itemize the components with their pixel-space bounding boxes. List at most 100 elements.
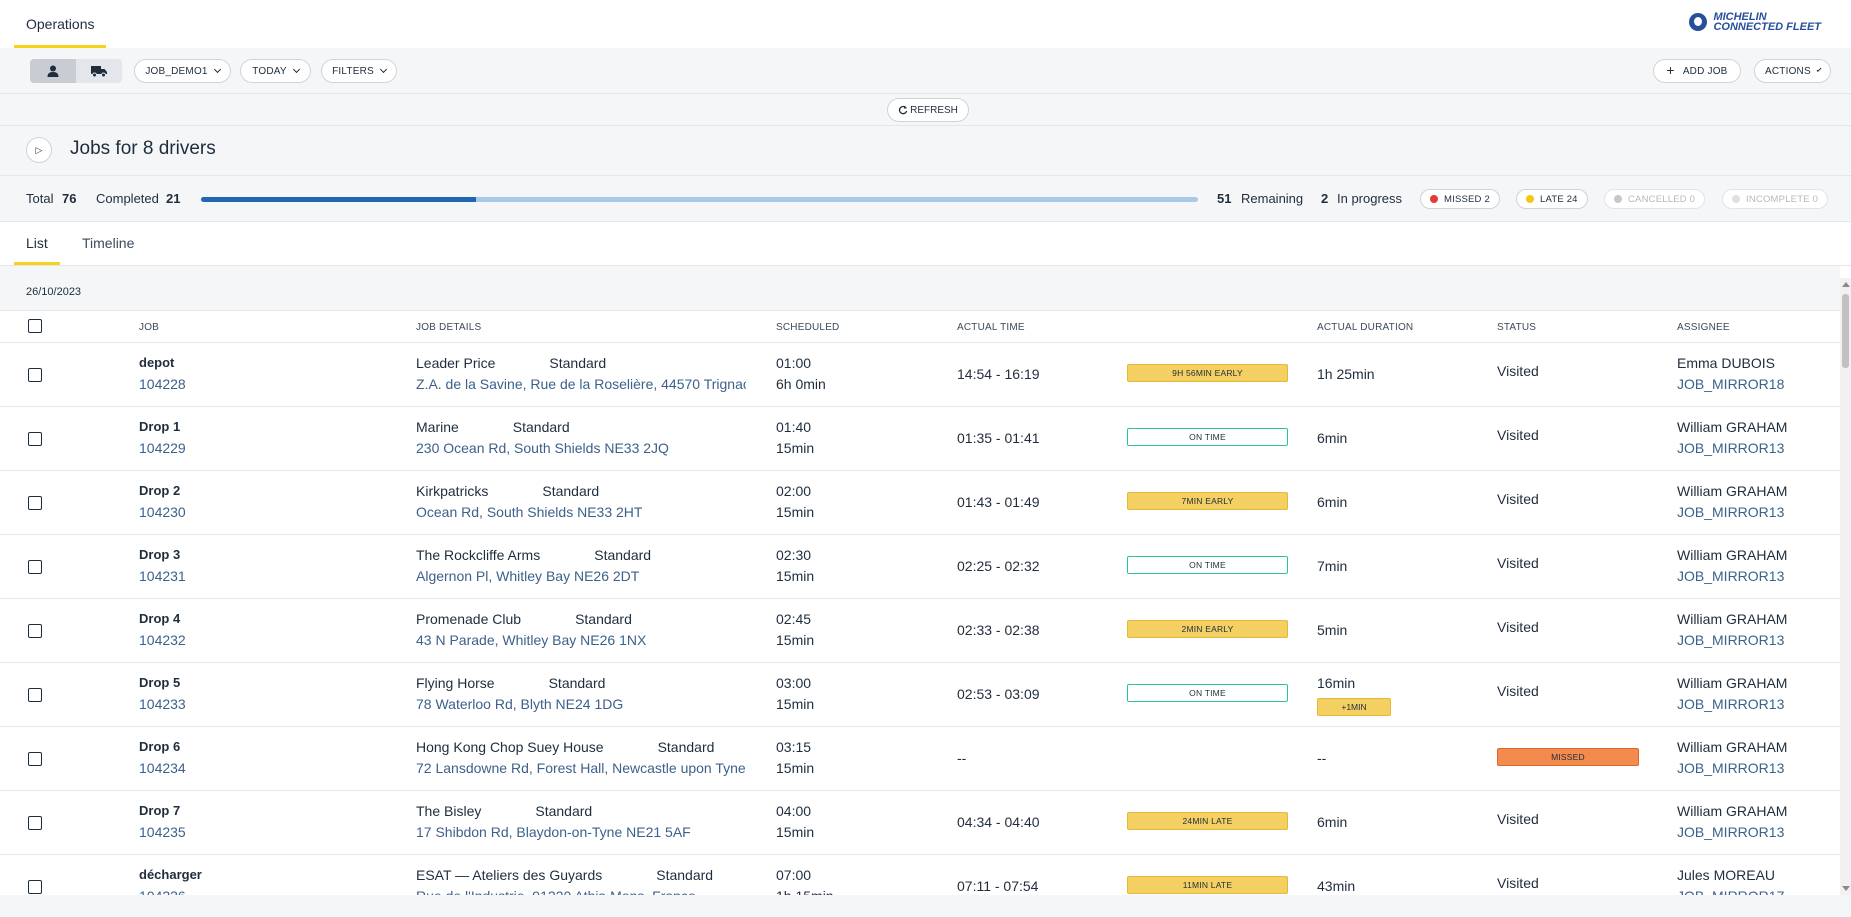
scroll-down-icon[interactable] [1842,886,1850,891]
tab-operations[interactable]: Operations [14,0,107,48]
job-id[interactable]: 104229 [139,440,186,456]
cancelled-chip[interactable]: CANCELLED 0 [1604,189,1706,209]
assignee-vehicle[interactable]: JOB_MIRROR13 [1677,760,1785,776]
scheduled-time: 03:15 [776,739,812,755]
assignee-vehicle[interactable]: JOB_MIRROR18 [1677,376,1785,392]
job-id[interactable]: 104234 [139,760,186,776]
assignee-vehicle[interactable]: JOB_MIRROR13 [1677,824,1785,840]
row-checkbox[interactable] [28,368,42,382]
column-job-details[interactable]: JOB DETAILS [416,322,482,333]
row-checkbox[interactable] [28,496,42,510]
job-id[interactable]: 104230 [139,504,186,520]
row-checkbox[interactable] [28,688,42,702]
assignee-vehicle[interactable]: JOB_MIRROR13 [1677,632,1785,648]
row-checkbox[interactable] [28,432,42,446]
job-name[interactable]: Drop 2 [139,483,181,498]
row-checkbox[interactable] [28,816,42,830]
job-name[interactable]: Drop 4 [139,611,181,626]
job-name[interactable]: Drop 3 [139,547,181,562]
assignee-name[interactable]: William GRAHAM [1677,547,1788,563]
vehicle-view-button[interactable] [76,59,122,83]
table-row[interactable]: Drop 1 104229 Marine Standard 230 Ocean Rd, … [0,407,1840,471]
add-job-button[interactable]: + ADD JOB [1653,59,1741,83]
in-progress-label: In progress [1337,191,1403,206]
job-place: The Bisley Standard [416,803,592,819]
assignee-name[interactable]: William GRAHAM [1677,483,1788,499]
job-name[interactable]: depot [139,355,175,370]
assignee-name[interactable]: William GRAHAM [1677,803,1788,819]
job-name[interactable]: Drop 1 [139,419,181,434]
assignee-vehicle[interactable]: JOB_MIRROR13 [1677,504,1785,520]
table-row[interactable]: Drop 4 104232 Promenade Club Standard 43 N P… [0,599,1840,663]
assignee-name[interactable]: William GRAHAM [1677,739,1788,755]
driver-view-button[interactable] [30,59,76,83]
missed-chip[interactable]: MISSED 2 [1420,189,1500,209]
column-job[interactable]: JOB [139,322,160,333]
assignee-vehicle[interactable]: JOB_MIRROR13 [1677,568,1785,584]
row-checkbox[interactable] [28,880,42,894]
actions-label: ACTIONS [1765,65,1811,77]
table-row[interactable]: décharger 104236 ESAT — Ateliers des Guyar… [0,855,1840,895]
scheduled-time: 04:00 [776,803,812,819]
job-address: 72 Lansdowne Rd, Forest Hall, Newcastle … [416,760,746,776]
tab-list[interactable]: List [26,235,48,251]
table-row[interactable]: Drop 2 104230 Kirkpatricks Standard Ocean Rd… [0,471,1840,535]
table-row[interactable]: Drop 3 104231 The Rockcliffe Arms Standard A… [0,535,1840,599]
filters-dropdown[interactable]: FILTERS [321,59,397,83]
scheduled-duration: 15min [776,504,815,520]
scrollbar-thumb[interactable] [1842,294,1849,368]
scheduled-time: 02:45 [776,611,812,627]
late-chip[interactable]: LATE 24 [1516,189,1588,209]
job-stats-bar: Total 76 Completed 21 51 Remaining 2 In … [0,176,1851,222]
column-scheduled[interactable]: SCHEDULED [776,322,840,333]
refresh-button[interactable]: REFRESH [887,98,969,122]
tab-timeline[interactable]: Timeline [82,235,135,251]
actual-duration: -- [1317,750,1327,766]
job-id[interactable]: 104236 [139,888,186,895]
job-name[interactable]: Drop 7 [139,803,181,818]
actions-dropdown[interactable]: ACTIONS [1754,59,1831,83]
row-checkbox[interactable] [28,560,42,574]
assignee-name[interactable]: William GRAHAM [1677,611,1788,627]
job-id[interactable]: 104233 [139,696,186,712]
chevron-down-icon [379,65,387,74]
table-scrollbar[interactable] [1840,278,1851,895]
status-text: Visited [1497,683,1539,699]
table-row[interactable]: depot 104228 Leader Price Standard Z.A. de l… [0,343,1840,407]
incomplete-chip[interactable]: INCOMPLETE 0 [1722,189,1829,209]
job-id[interactable]: 104235 [139,824,186,840]
column-assignee[interactable]: ASSIGNEE [1677,322,1730,333]
job-name[interactable]: Drop 5 [139,675,181,690]
job-id[interactable]: 104228 [139,376,186,392]
assignee-vehicle[interactable]: JOB_MIRROR13 [1677,440,1785,456]
assignee-name[interactable]: Emma DUBOIS [1677,355,1776,371]
scheduled-time: 02:00 [776,483,812,499]
table-row[interactable]: Drop 6 104234 Hong Kong Chop Suey House Sta… [0,727,1840,791]
person-icon [47,65,59,77]
column-status[interactable]: STATUS [1497,322,1537,333]
job-id[interactable]: 104231 [139,568,186,584]
row-checkbox[interactable] [28,752,42,766]
column-actual-duration[interactable]: ACTUAL DURATION [1317,322,1414,333]
row-checkbox[interactable] [28,624,42,638]
job-id[interactable]: 104232 [139,632,186,648]
expand-panel-button[interactable]: ▷ [26,137,52,163]
assignee-vehicle[interactable]: JOB_MIRROR13 [1677,696,1785,712]
status-text: Visited [1497,363,1539,379]
job-name[interactable]: décharger [139,867,202,882]
table-row[interactable]: Drop 5 104233 Flying Horse Standard 78 Water… [0,663,1840,727]
select-all-checkbox[interactable] [28,319,42,333]
date-filter-dropdown[interactable]: TODAY [240,59,311,83]
assignee-name[interactable]: William GRAHAM [1677,675,1788,691]
assignee-name[interactable]: Jules MOREAU [1677,867,1776,883]
table-row[interactable]: Drop 7 104235 The Bisley Standard 17 Shibdon… [0,791,1840,855]
assignee-name[interactable]: William GRAHAM [1677,419,1788,435]
scroll-up-icon[interactable] [1842,282,1850,287]
job-filter-dropdown[interactable]: JOB_DEMO1 [134,59,231,83]
job-name[interactable]: Drop 6 [139,739,181,754]
column-actual-time[interactable]: ACTUAL TIME [957,322,1025,333]
assignee-vehicle[interactable]: JOB_MIRROR17 [1677,888,1784,895]
filters-label: FILTERS [332,65,374,77]
job-place: Kirkpatricks Standard [416,483,599,499]
total-count: 76 [62,191,77,206]
